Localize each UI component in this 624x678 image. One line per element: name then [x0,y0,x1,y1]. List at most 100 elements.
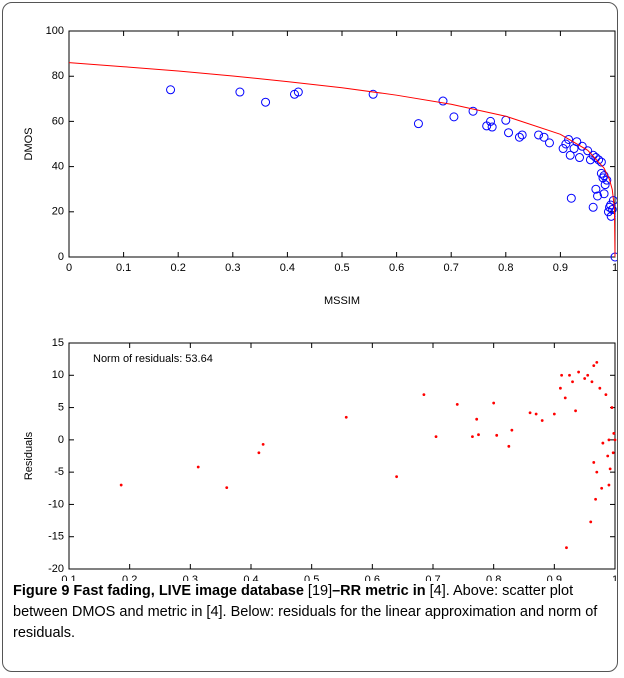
data-point [612,432,616,435]
data-point [486,116,496,126]
x-tick-label: 0.1 [61,574,76,581]
data-point [468,106,478,116]
caption-ref: [19] [307,583,333,599]
data-point [606,454,610,458]
data-point [575,153,585,163]
data-point [565,546,568,550]
y-tick-label: 40 [52,161,64,173]
y-axis-label: Residuals [23,431,35,480]
data-point [504,128,514,138]
data-point [492,401,496,405]
data-point [599,189,609,199]
y-tick-label: 20 [52,206,64,218]
data-point [594,155,604,165]
data-point [514,132,524,142]
caption-title: –RR metric in [332,583,426,599]
data-point [588,150,598,160]
data-point [413,119,423,129]
data-point [395,475,398,479]
data-point [368,89,378,99]
data-point [607,483,611,487]
y-tick-label: 0 [58,434,64,446]
data-point [610,406,614,409]
x-tick-label: 0.8 [498,262,513,274]
data-point [534,130,544,140]
data-point [566,193,576,203]
data-point [571,380,574,384]
data-point [596,168,606,178]
data-point [591,184,601,194]
x-tick-label: 0.1 [116,262,131,274]
data-point [196,465,200,469]
data-point [595,360,599,364]
data-point [606,200,616,210]
data-point [166,85,176,95]
y-tick-label: 100 [46,25,64,37]
data-point [119,483,123,487]
data-point [592,364,596,367]
plot-area [68,30,616,258]
data-point [577,370,580,374]
data-point [604,393,608,397]
y-tick-label: 0 [58,251,64,263]
data-point [517,130,527,140]
data-point [344,415,348,419]
data-point [563,396,567,400]
x-tick-label: 0.9 [553,262,568,274]
x-tick-label: 0.7 [444,262,459,274]
data-point [568,373,571,377]
data-point [600,486,604,490]
data-point [590,380,594,384]
data-point [438,96,448,106]
data-point [589,520,593,524]
y-axis-label: DMOS [23,128,35,161]
data-point [595,470,599,474]
x-tick-label: 0.3 [225,262,240,274]
data-point [471,435,474,439]
data-point [596,157,606,167]
data-point [600,180,610,190]
data-point [558,144,568,154]
data-point [605,202,615,212]
data-point [592,461,596,464]
data-point [577,141,587,151]
caption-label: Figure 9 Fast fading, LIVE image databas… [13,583,304,599]
data-point [574,409,577,413]
data-point [607,205,617,215]
data-point [293,87,303,97]
x-tick-label: 0.7 [425,574,440,581]
data-point [583,377,587,380]
data-point [507,444,511,448]
data-point [540,419,544,422]
x-tick-label: 0.2 [122,574,137,581]
x-axis-label: MSSIM [324,295,360,307]
x-tick-label: 0.3 [183,574,198,581]
data-point [422,393,426,397]
data-point [591,153,601,163]
data-point [434,435,438,439]
x-tick-label: 0.6 [389,262,404,274]
data-point [560,373,564,377]
data-point [235,87,245,97]
data-point [487,122,497,132]
plot-area [68,342,616,570]
data-point [583,146,593,156]
data-point [475,417,479,421]
x-tick-label: 0.5 [304,574,319,581]
data-point [588,202,598,212]
x-tick-label: 0.4 [280,262,295,274]
data-point [455,402,459,406]
x-tick-label: 0.5 [334,262,349,274]
y-tick-label: 80 [52,70,64,82]
x-tick-label: 0.2 [171,262,186,274]
y-tick-label: -10 [48,498,64,510]
data-point [598,386,602,390]
y-tick-label: 60 [52,115,64,127]
data-point [261,442,265,446]
y-tick-label: 15 [52,337,64,349]
data-point [528,411,532,415]
y-tick-label: -5 [54,466,64,478]
x-tick-label: 1 [612,262,618,274]
annotation: Norm of residuals: 53.64 [93,353,213,365]
